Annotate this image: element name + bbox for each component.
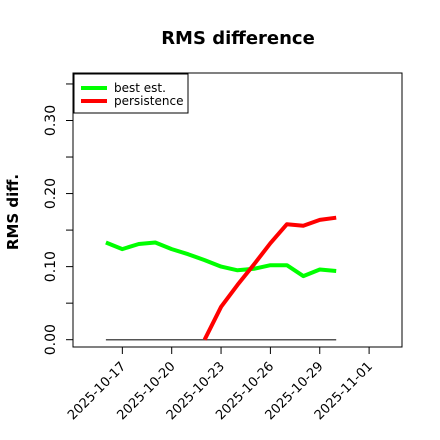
series-line-persistence <box>202 215 337 341</box>
legend-box <box>73 73 189 114</box>
series-layer <box>105 215 337 341</box>
y-tick-label: 0.10 <box>43 251 59 282</box>
y-tick-label: 0.20 <box>43 178 59 209</box>
legend: best est. persistence <box>73 73 189 114</box>
legend-label-best-est: best est. <box>114 81 166 95</box>
series-line-best-est- <box>105 240 337 279</box>
y-tick-label: 0.30 <box>43 105 59 136</box>
legend-label-persistence: persistence <box>114 94 183 108</box>
y-axis: 0.00 0.10 0.20 0.30 <box>43 83 73 355</box>
chart-title: RMS difference <box>161 28 315 49</box>
y-tick-label: 0.00 <box>43 324 59 355</box>
y-axis-label: RMS diff. <box>4 174 22 250</box>
plot-frame <box>72 72 403 348</box>
x-axis: 2025-10-172025-10-202025-10-232025-10-26… <box>65 347 376 423</box>
